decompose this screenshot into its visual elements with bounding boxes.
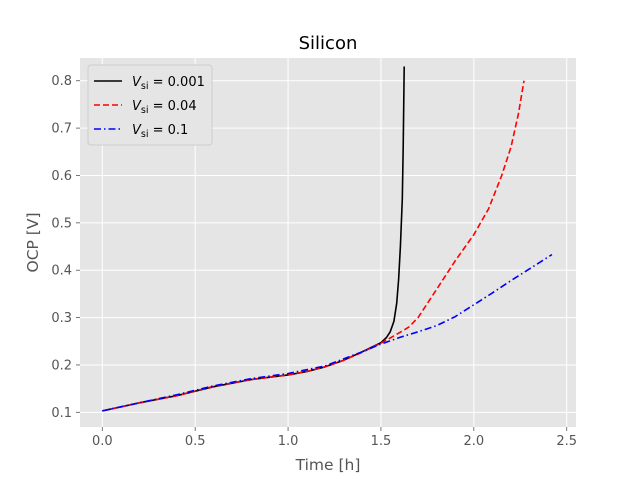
y-axis-label: OCP [V] <box>24 213 42 273</box>
y-tick-label: 0.2 <box>51 358 72 373</box>
series-layer <box>102 66 553 412</box>
legend-entry-3: Vsi = 0.1 <box>132 123 188 140</box>
x-tick-label: 0.5 <box>185 434 206 449</box>
x-tick-label: 0.0 <box>92 434 113 449</box>
legend-box <box>87 64 213 146</box>
y-tick-label: 0.7 <box>51 122 72 137</box>
x-tick-label: 2.5 <box>556 434 577 449</box>
legend-entry-1: Vsi = 0.001 <box>132 75 205 92</box>
x-tick-label: 1.0 <box>278 434 299 449</box>
x-axis-label: Time [h] <box>295 456 361 474</box>
y-tick-label: 0.1 <box>51 406 72 421</box>
y-tick-label: 0.4 <box>51 264 72 279</box>
ticks: 0.0 0.5 1.0 1.5 2.0 2.5 0.1 0.2 0.3 0.4 0.5 0.6 0.7 0… <box>51 74 577 449</box>
x-tick-label: 2.0 <box>463 434 484 449</box>
legend-entry-2: Vsi = 0.04 <box>132 99 197 116</box>
y-tick-label: 0.8 <box>51 74 72 89</box>
y-tick-label: 0.5 <box>51 216 72 231</box>
series-line-3 <box>102 253 553 412</box>
y-tick-label: 0.3 <box>51 311 72 326</box>
chart-title: Silicon <box>299 33 358 54</box>
x-tick-label: 1.5 <box>371 434 392 449</box>
legend: Vsi = 0.001 Vsi = 0.04 Vsi = 0.1 <box>87 64 213 146</box>
series-line-2 <box>102 80 525 412</box>
y-tick-label: 0.6 <box>51 169 72 184</box>
